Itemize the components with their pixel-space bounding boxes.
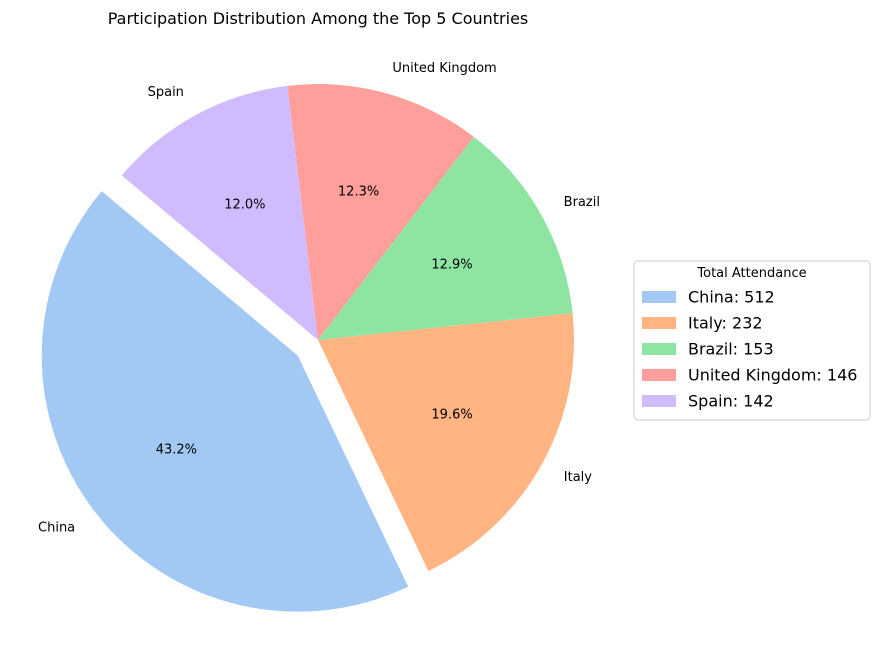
pct-label-italy: 19.6% xyxy=(431,407,472,422)
slice-united-kingdom xyxy=(287,83,474,340)
legend-label-china: China: 512 xyxy=(688,288,775,307)
legend-label-italy: Italy: 232 xyxy=(688,314,763,333)
pie-labels: China 43.2% Italy 19.6% Brazil 12.9% United Ki… xyxy=(38,61,600,536)
pct-label-brazil: 12.9% xyxy=(431,257,472,272)
slice-italy xyxy=(318,313,575,571)
legend-swatch-italy xyxy=(642,317,676,329)
legend-title: Total Attendance xyxy=(696,266,806,281)
pct-label-china: 43.2% xyxy=(156,442,197,457)
legend: Total Attendance China: 512 Italy: 232 Bra… xyxy=(633,260,871,421)
legend-swatch-spain xyxy=(642,395,676,407)
slice-label-brazil: Brazil xyxy=(564,195,600,210)
slice-label-spain: Spain xyxy=(148,85,184,100)
chart-title: Participation Distribution Among the Top… xyxy=(108,9,529,28)
slice-label-china: China xyxy=(38,521,75,536)
legend-swatch-united-kingdom xyxy=(642,369,676,381)
legend-swatch-china xyxy=(642,291,676,303)
legend-items: China: 512 Italy: 232 Brazil: 153 United Ki… xyxy=(642,288,857,411)
slice-china xyxy=(41,191,409,612)
legend-label-spain: Spain: 142 xyxy=(688,392,774,411)
pct-label-united-kingdom: 12.3% xyxy=(338,184,379,199)
slice-label-united-kingdom: United Kingdom xyxy=(392,61,496,76)
slice-brazil xyxy=(318,136,573,340)
pct-label-spain: 12.0% xyxy=(224,197,265,212)
pie-slices xyxy=(41,83,575,612)
slice-label-italy: Italy xyxy=(564,470,593,485)
slice-spain xyxy=(121,85,318,340)
legend-label-brazil: Brazil: 153 xyxy=(688,340,774,359)
legend-frame xyxy=(633,260,871,421)
legend-swatch-brazil xyxy=(642,343,676,355)
legend-label-united-kingdom: United Kingdom: 146 xyxy=(688,366,857,385)
